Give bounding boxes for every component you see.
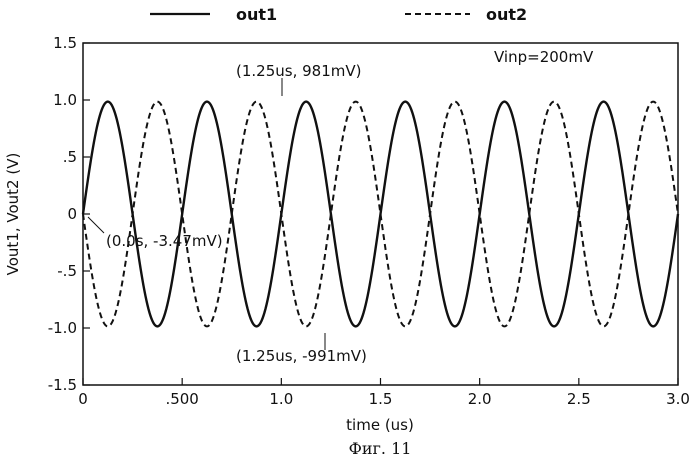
x-tick-label: 2.5 — [567, 390, 591, 408]
annotation-peak: (1.25us, 981mV) — [236, 62, 361, 80]
x-tick-label: 0 — [78, 390, 88, 408]
series-line-out1 — [83, 102, 678, 327]
y-axis-title: Vout1, Vout2 (V) — [4, 153, 22, 276]
annotation-leader-origin — [88, 217, 104, 233]
y-tick-label: -1.0 — [48, 319, 77, 337]
y-tick-label: 0 — [67, 205, 77, 223]
y-tick-label: -.5 — [57, 262, 77, 280]
x-tick-label: .500 — [165, 390, 198, 408]
legend-label-out1: out1 — [236, 5, 277, 24]
y-tick-label: 1.5 — [53, 34, 77, 52]
y-tick-label: 1.0 — [53, 91, 77, 109]
annotation-origin: (0.0s, -3.47mV) — [106, 232, 223, 250]
x-tick-label: 1.0 — [269, 390, 293, 408]
legend-label-out2: out2 — [486, 5, 527, 24]
x-tick-label: 1.5 — [369, 390, 393, 408]
annotation-trough: (1.25us, -991mV) — [236, 347, 367, 365]
x-axis-title: time (us) — [346, 416, 414, 434]
legend: out1 out2 — [150, 5, 527, 24]
x-tick-label: 3.0 — [666, 390, 690, 408]
y-tick-label: .5 — [63, 148, 77, 166]
series-layer — [83, 102, 678, 327]
x-axis-ticks: 0 .500 1.0 1.5 2.0 2.5 3.0 — [78, 378, 690, 408]
inset-label-vinp: Vinp=200mV — [494, 48, 594, 66]
figure-caption: Фиг. 11 — [349, 439, 412, 458]
y-tick-label: -1.5 — [48, 376, 77, 394]
x-tick-label: 2.0 — [468, 390, 492, 408]
